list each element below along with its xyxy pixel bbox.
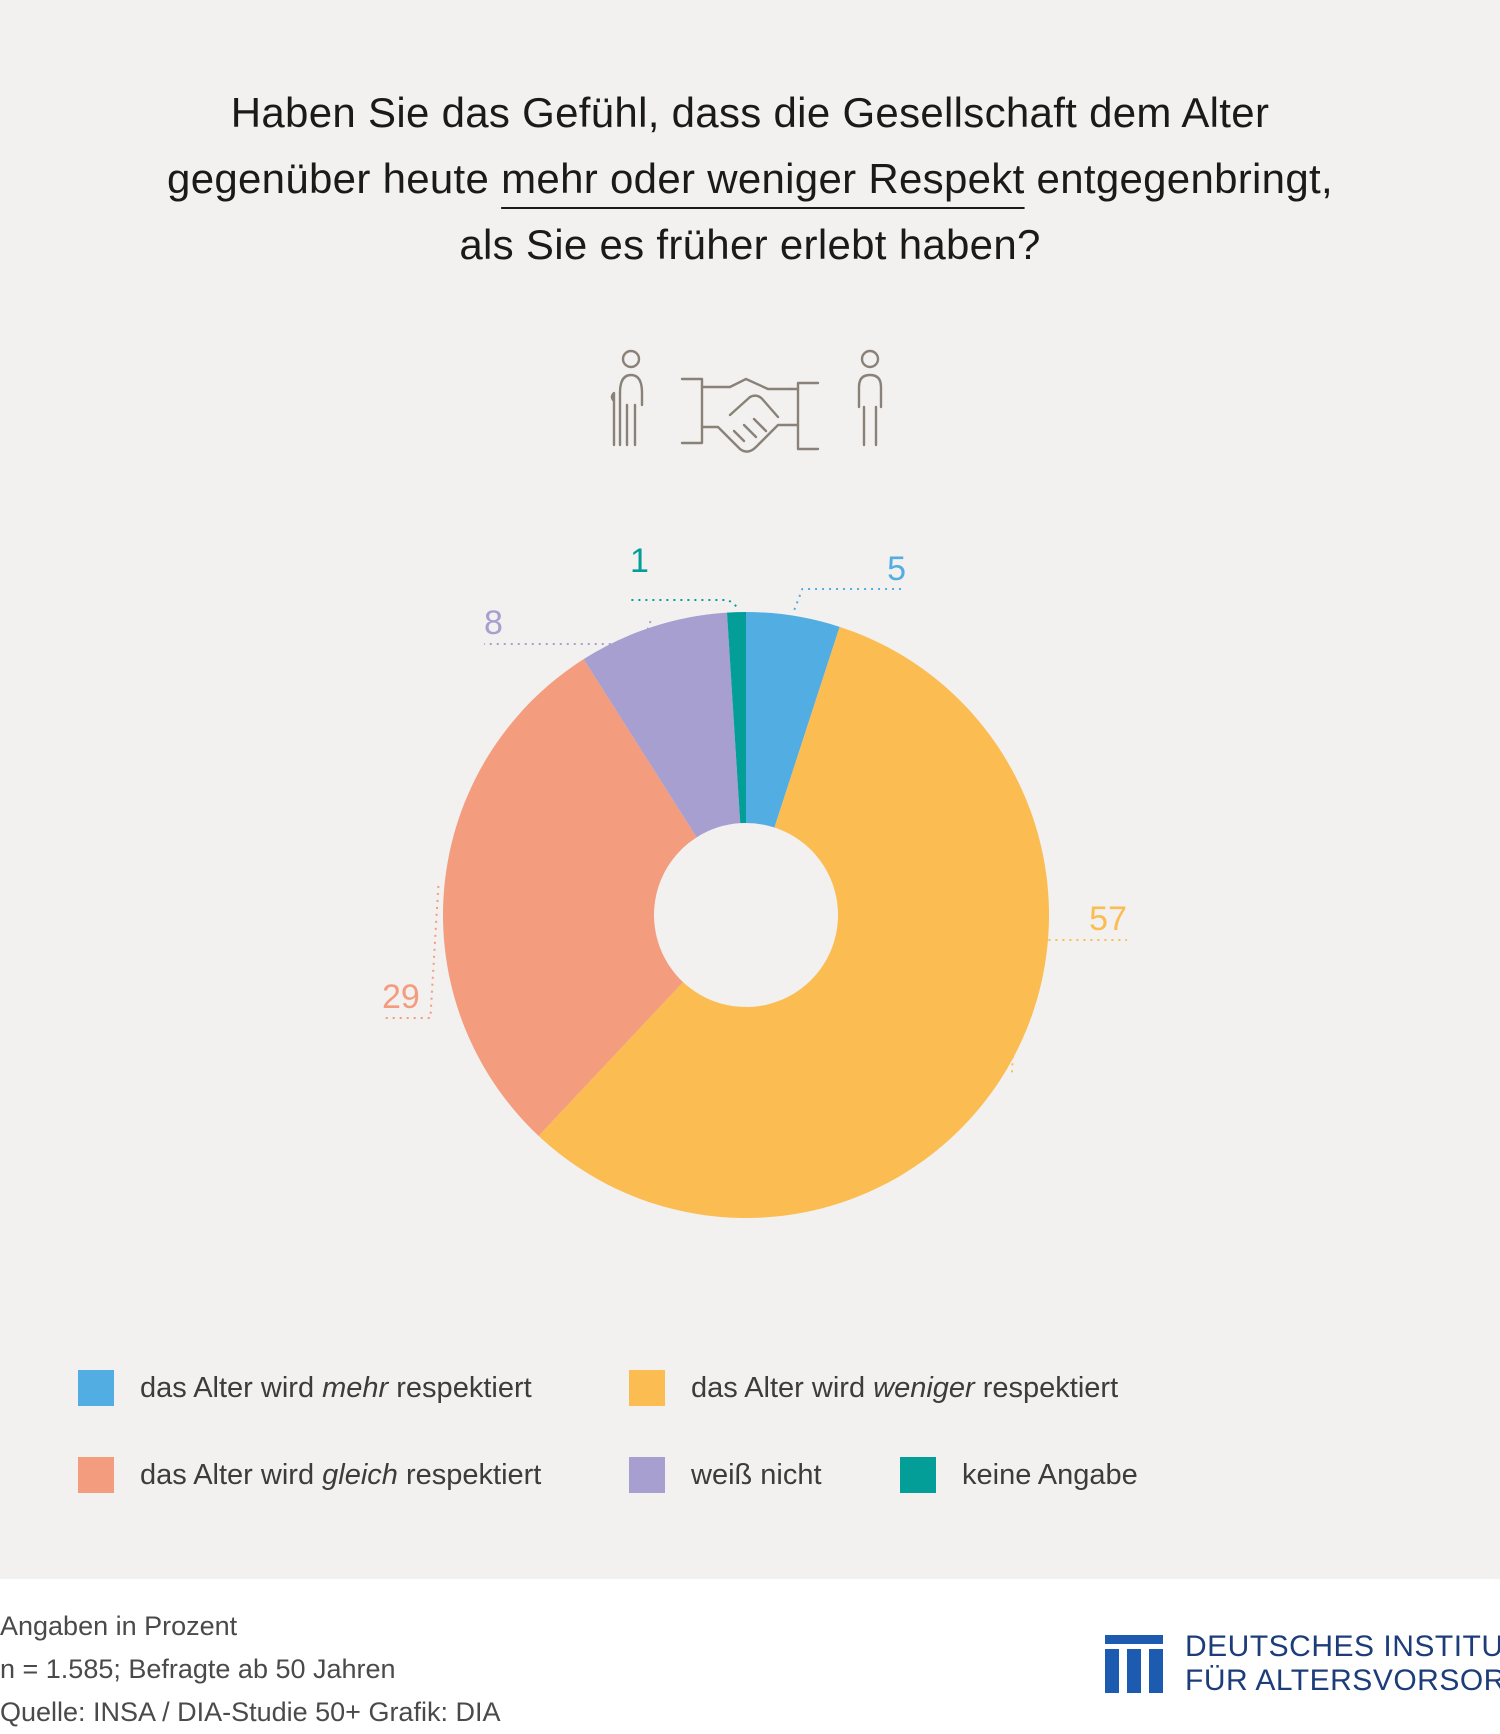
legend: das Alter wird mehr respektiert das Alte… [0,1370,1500,1520]
donut-slices [443,612,1049,1218]
legend-label: das Alter wird gleich respektiert [140,1458,542,1491]
data-label: 5 [887,550,906,588]
legend-label: das Alter wird weniger respektiert [691,1371,1119,1404]
legend-item-gleich: das Alter wird gleich respektiert [78,1457,541,1493]
label-leaders [382,588,1127,1073]
legend-label: keine Angabe [962,1458,1138,1491]
legend-swatch [629,1370,665,1406]
footer-source-note: Quelle: INSA / DIA-Studie 50+ Grafik: DI… [0,1697,501,1727]
logo-line-1: DEUTSCHES INSTITUT [1185,1630,1500,1663]
legend-swatch [78,1370,114,1406]
footer-sample-note: n = 1.585; Befragte ab 50 Jahren [0,1654,396,1684]
data-label: 1 [630,542,649,580]
title-line-2: gegenüber heute mehr oder weniger Respek… [100,146,1400,212]
donut-slice [443,659,697,1136]
legend-swatch [629,1457,665,1493]
label-leader-line [1010,939,1127,1073]
label-leader-line [484,620,652,645]
legend-item-weiss-nicht: weiß nicht [629,1457,822,1493]
label-leader-line [793,588,906,611]
dia-logo-icon [1105,1635,1163,1693]
title-line-1: Haben Sie das Gefühl, dass die Gesellsch… [230,89,1270,136]
legend-item-keine-angabe: keine Angabe [900,1457,1138,1493]
title-line-2-post: entgegenbringt, [1024,155,1333,202]
data-label: 29 [382,978,420,1016]
donut-slice [583,612,741,838]
donut-chart: 5 57 29 8 1 [382,542,1127,1218]
chart-panel: Haben Sie das Gefühl, dass die Gesellsch… [0,0,1500,1579]
logo-line-2: FÜR ALTERSVORSORGE [1185,1664,1500,1697]
data-label: 8 [484,604,503,642]
donut-slice [726,612,746,824]
legend-item-mehr: das Alter wird mehr respektiert [78,1370,532,1406]
legend-item-weniger: das Alter wird weniger respektiert [629,1370,1118,1406]
dia-logo: DEUTSCHES INSTITUT FÜR ALTERSVORSORGE [1105,1630,1500,1700]
footer-unit-note: Angaben in Prozent [0,1611,238,1641]
data-label: 57 [1089,900,1127,938]
legend-label: das Alter wird mehr respektiert [140,1371,532,1404]
title-line-2-pre: gegenüber heute [167,155,502,202]
title-line-3: als Sie es früher erlebt haben? [459,221,1041,268]
donut-slice [746,612,840,828]
legend-label: weiß nicht [691,1458,822,1491]
title-underlined-text: mehr oder weniger Respekt [501,155,1025,202]
data-labels: 5 57 29 8 1 [382,542,1127,1016]
dia-logo-text: DEUTSCHES INSTITUT FÜR ALTERSVORSORGE [1185,1630,1500,1698]
label-leader-line [630,599,737,607]
legend-swatch [78,1457,114,1493]
chart-title: Haben Sie das Gefühl, dass die Gesellsch… [100,80,1400,278]
handshake-pictogram-icon [610,349,883,453]
legend-swatch [900,1457,936,1493]
donut-slice [538,626,1049,1218]
footer-notes: Angaben in Prozent n = 1.585; Befragte a… [0,1605,500,1734]
